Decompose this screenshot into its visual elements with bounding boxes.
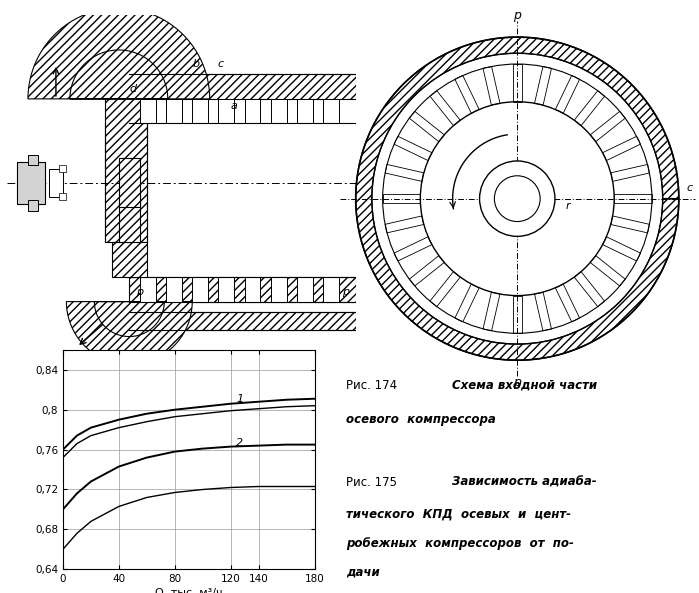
Bar: [394, 136, 432, 161]
Bar: [385, 164, 424, 181]
Bar: [591, 111, 625, 142]
Bar: [483, 66, 500, 105]
Circle shape: [480, 161, 555, 237]
Bar: [430, 272, 460, 307]
Bar: [129, 312, 356, 330]
Text: c: c: [217, 59, 223, 69]
Bar: [119, 158, 140, 207]
Bar: [430, 91, 460, 126]
Polygon shape: [356, 37, 679, 360]
Bar: [28, 155, 38, 165]
Bar: [140, 99, 155, 123]
Bar: [535, 66, 552, 105]
Bar: [140, 277, 155, 302]
Text: Рис. 175: Рис. 175: [347, 476, 398, 489]
Bar: [323, 99, 339, 123]
Bar: [513, 295, 521, 333]
Bar: [59, 193, 66, 200]
Bar: [455, 75, 479, 113]
Bar: [410, 111, 444, 142]
Text: дачи: дачи: [347, 566, 380, 579]
Bar: [129, 75, 356, 99]
Bar: [192, 277, 208, 302]
Bar: [556, 284, 579, 322]
Bar: [271, 277, 287, 302]
Text: Зависимость адиаба-: Зависимость адиаба-: [452, 476, 596, 489]
Bar: [271, 99, 287, 123]
Bar: [129, 277, 356, 302]
Text: Рис. 174: Рис. 174: [347, 379, 398, 392]
Polygon shape: [66, 302, 192, 365]
Bar: [17, 162, 45, 204]
Text: Схема входной части: Схема входной части: [452, 379, 597, 392]
Bar: [591, 256, 625, 286]
Text: робежных  компрессоров  от  по-: робежных компрессоров от по-: [347, 537, 575, 550]
Bar: [245, 277, 260, 302]
Bar: [112, 242, 147, 277]
Text: d: d: [129, 84, 136, 94]
Bar: [611, 164, 649, 181]
Text: p: p: [513, 377, 521, 390]
Bar: [192, 99, 208, 123]
Text: p: p: [136, 286, 143, 296]
Bar: [603, 237, 640, 261]
Bar: [49, 169, 63, 197]
Bar: [105, 88, 147, 242]
Bar: [410, 256, 444, 286]
Bar: [297, 277, 313, 302]
Bar: [166, 277, 182, 302]
Text: p: p: [513, 9, 521, 23]
Text: c: c: [687, 183, 693, 193]
Text: осевого  компрессора: осевого компрессора: [347, 413, 496, 426]
Text: b: b: [192, 59, 199, 69]
Bar: [513, 64, 521, 102]
Bar: [59, 165, 66, 173]
Bar: [382, 195, 420, 203]
Text: 1: 1: [236, 394, 243, 404]
Bar: [611, 216, 649, 233]
Bar: [575, 272, 605, 307]
Bar: [297, 99, 313, 123]
Bar: [556, 75, 579, 113]
Bar: [603, 136, 640, 161]
Circle shape: [494, 176, 540, 222]
Bar: [119, 193, 140, 242]
Bar: [245, 99, 260, 123]
Text: a: a: [231, 101, 238, 111]
Bar: [535, 292, 552, 331]
Bar: [614, 195, 652, 203]
Polygon shape: [28, 8, 210, 99]
Bar: [166, 99, 182, 123]
Text: 2: 2: [236, 438, 243, 448]
Bar: [385, 216, 424, 233]
Text: тического  КПД  осевых  и  цент-: тического КПД осевых и цент-: [347, 508, 571, 521]
Bar: [323, 277, 339, 302]
Bar: [455, 284, 479, 322]
Text: p: p: [343, 286, 350, 296]
Text: r: r: [566, 202, 570, 212]
Bar: [28, 200, 38, 211]
Bar: [219, 99, 234, 123]
Bar: [575, 91, 605, 126]
X-axis label: Q, тыс. м³/ч: Q, тыс. м³/ч: [155, 588, 222, 593]
Bar: [394, 237, 432, 261]
Bar: [483, 292, 500, 331]
Bar: [219, 277, 234, 302]
